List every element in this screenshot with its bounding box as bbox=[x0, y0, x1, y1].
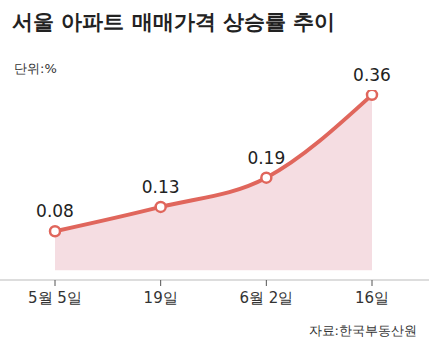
svg-text:0.19: 0.19 bbox=[247, 148, 285, 168]
svg-text:0.36: 0.36 bbox=[353, 65, 391, 85]
svg-text:6월 2일: 6월 2일 bbox=[239, 289, 293, 307]
svg-text:16일: 16일 bbox=[355, 289, 389, 307]
svg-text:5월 5일: 5월 5일 bbox=[28, 289, 82, 307]
svg-text:19일: 19일 bbox=[144, 289, 178, 307]
html-text:자료:한국부동산원: 자료:한국부동산원 bbox=[308, 323, 417, 338]
svg-text:0.13: 0.13 bbox=[142, 177, 180, 197]
html-text:서울 아파트 매매가격 상승률 추이: 서울 아파트 매매가격 상승률 추이 bbox=[12, 10, 336, 34]
html-text:단위:%: 단위:% bbox=[14, 61, 57, 76]
svg-text:0.08: 0.08 bbox=[36, 201, 74, 221]
